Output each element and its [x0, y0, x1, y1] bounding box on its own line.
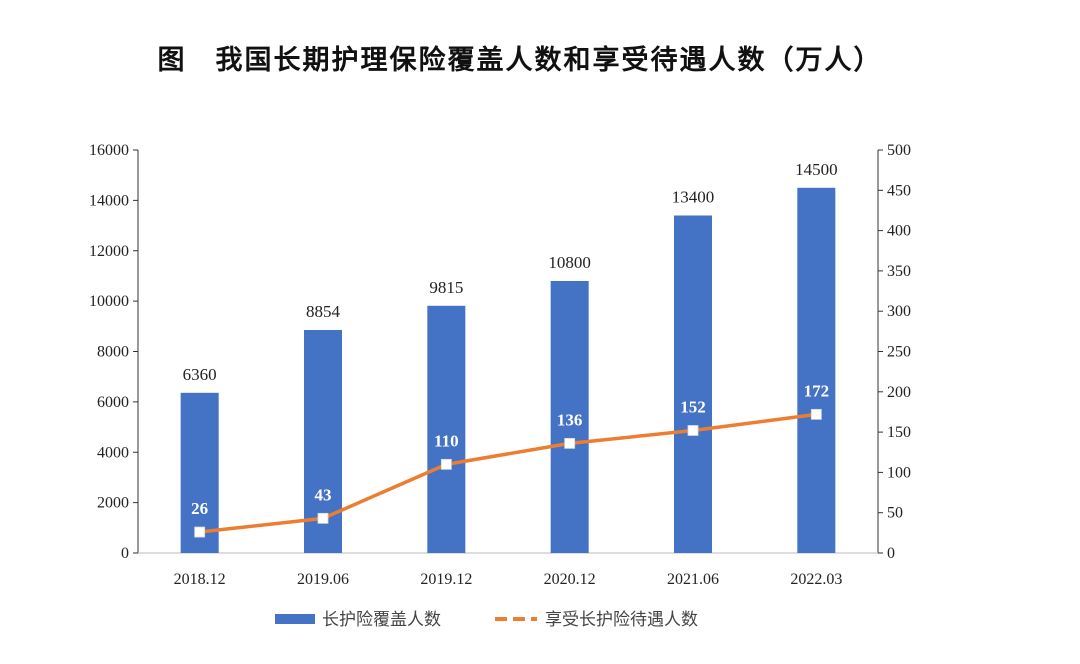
left-axis-tick-label: 6000 — [97, 394, 129, 411]
left-axis-tick-label: 8000 — [97, 344, 129, 361]
line-value-label: 172 — [804, 381, 830, 400]
right-axis-tick-label: 200 — [887, 384, 911, 401]
legend-bar-label: 长护险覆盖人数 — [322, 610, 441, 630]
right-axis-tick-label: 100 — [887, 464, 911, 481]
legend: 长护险覆盖人数 享受长护险待遇人数 — [275, 610, 698, 630]
line-marker — [687, 425, 699, 436]
bar-value-label: 6360 — [183, 365, 217, 384]
line-series — [194, 408, 822, 538]
bar — [427, 305, 466, 553]
bar-value-label: 14500 — [795, 160, 838, 179]
chart-title: 图 我国长期护理保险覆盖人数和享受待遇人数（万人） — [157, 45, 883, 76]
line-marker — [440, 458, 452, 470]
left-axis-tick-label: 4000 — [97, 444, 129, 461]
left-axis-tick-label: 12000 — [89, 243, 129, 260]
right-axis-tick-label: 50 — [887, 505, 903, 522]
left-axis-tick-label: 10000 — [89, 293, 129, 310]
right-axis-tick-label: 350 — [887, 263, 911, 280]
line-value-label: 152 — [680, 397, 706, 416]
left-axis-tick-label: 2000 — [97, 495, 129, 512]
bar-data-labels: 6360 8854 9815 10800 13400 14500 — [183, 160, 838, 384]
right-axis: 0 50 100 150 200 250 300 350 400 450 500 — [877, 142, 911, 562]
x-axis-tick-label: 2018.12 — [174, 571, 226, 588]
bar-series — [180, 187, 836, 554]
left-axis-tick-label: 14000 — [89, 192, 129, 209]
bar-value-label: 13400 — [672, 187, 715, 206]
x-axis-tick-label: 2019.06 — [297, 571, 349, 588]
line-data-labels: 26 43 110 136 152 172 — [191, 381, 829, 518]
line-value-label: 43 — [315, 485, 332, 504]
line-marker — [194, 526, 206, 538]
bar-value-label: 8854 — [306, 302, 341, 321]
right-axis-tick-label: 500 — [887, 142, 911, 159]
bar-value-label: 9815 — [429, 278, 463, 297]
x-axis-tick-label: 2020.12 — [544, 571, 596, 588]
left-axis-tick-label: 16000 — [89, 142, 129, 159]
x-axis-tick-label: 2022.03 — [790, 571, 842, 588]
line-marker — [317, 512, 329, 524]
bar — [797, 187, 836, 553]
line-value-label: 110 — [434, 431, 459, 450]
legend-line-label: 享受长护险待遇人数 — [545, 610, 698, 630]
x-axis-tick-label: 2021.06 — [667, 571, 719, 588]
left-axis-tick-label: 0 — [121, 545, 129, 562]
right-axis-tick-label: 450 — [887, 182, 911, 199]
bar — [550, 280, 589, 553]
line-marker — [810, 408, 822, 420]
bar-value-label: 10800 — [548, 253, 591, 272]
right-axis-tick-label: 300 — [887, 303, 911, 320]
right-axis-tick-label: 400 — [887, 223, 911, 240]
right-axis-tick-label: 150 — [887, 424, 911, 441]
x-axis-tick-label: 2019.12 — [420, 571, 472, 588]
legend-bar-swatch — [275, 614, 315, 624]
right-axis-tick-label: 250 — [887, 344, 911, 361]
line-value-label: 136 — [557, 410, 583, 429]
bar — [674, 215, 712, 554]
left-axis: 0 2000 4000 6000 8000 10000 12000 14000 16000 — [89, 142, 139, 562]
x-axis: 2018.12 2019.06 2019.12 2020.12 2021.06 2022.… — [138, 552, 878, 588]
right-axis-tick-label: 0 — [887, 545, 895, 562]
line-marker — [564, 437, 576, 449]
line-value-label: 26 — [191, 499, 208, 518]
line-path — [199, 412, 817, 534]
bar — [180, 392, 219, 553]
